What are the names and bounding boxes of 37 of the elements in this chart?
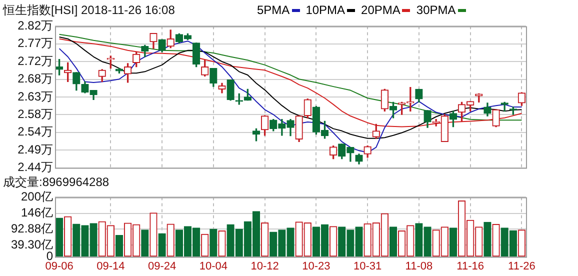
bar <box>449 228 458 257</box>
legend-label: 5PMA <box>257 2 290 18</box>
x-tick-label: 10-04 <box>199 260 228 272</box>
legend-label: 30PMA <box>416 2 456 18</box>
y-tick-label: 2.49万 <box>18 142 53 156</box>
x-tick-label: 10-23 <box>302 260 330 272</box>
x-tick-label: 11-16 <box>456 260 484 272</box>
x-tick-label: 10-31 <box>354 260 382 272</box>
bar <box>389 226 398 257</box>
x-tick-label: 09-14 <box>96 260 125 272</box>
y-tick-label: 2.68万 <box>18 72 53 86</box>
y-tick-label: 2.82万 <box>18 18 53 33</box>
x-tick-label: 09-24 <box>148 260 176 272</box>
y-tick-label: 146亿 <box>20 206 53 220</box>
x-tick-label: 09-06 <box>45 260 74 272</box>
chart-title: 成交量:8969964288 <box>3 174 110 190</box>
bar <box>484 222 492 257</box>
y-tick-label: 2.58万 <box>18 107 53 122</box>
y-tick-label: 92.88亿 <box>10 221 53 236</box>
bar <box>55 218 64 257</box>
y-tick-label: 200亿 <box>20 190 53 204</box>
x-tick-label: 10-12 <box>250 260 279 272</box>
y-tick-label: 39.30亿 <box>10 237 53 252</box>
y-tick-label: 2.77万 <box>18 36 53 50</box>
bar <box>210 228 218 257</box>
y-tick-label: 2.44万 <box>18 160 53 174</box>
bar <box>158 233 166 257</box>
y-tick-label: 2.72万 <box>18 54 53 68</box>
y-tick-label: 2.54万 <box>18 124 53 139</box>
bar <box>141 230 149 257</box>
bar <box>115 235 124 257</box>
y-tick-label: 2.63万 <box>18 89 53 104</box>
legend-label: 10PMA <box>306 2 346 18</box>
x-tick-label: 11-08 <box>405 260 433 272</box>
chart-title: 恒生指数[HSI] 2018-11-26 16:08 <box>3 2 175 18</box>
legend-label: 20PMA <box>361 2 400 18</box>
x-tick-label: 11-26 <box>508 260 536 272</box>
